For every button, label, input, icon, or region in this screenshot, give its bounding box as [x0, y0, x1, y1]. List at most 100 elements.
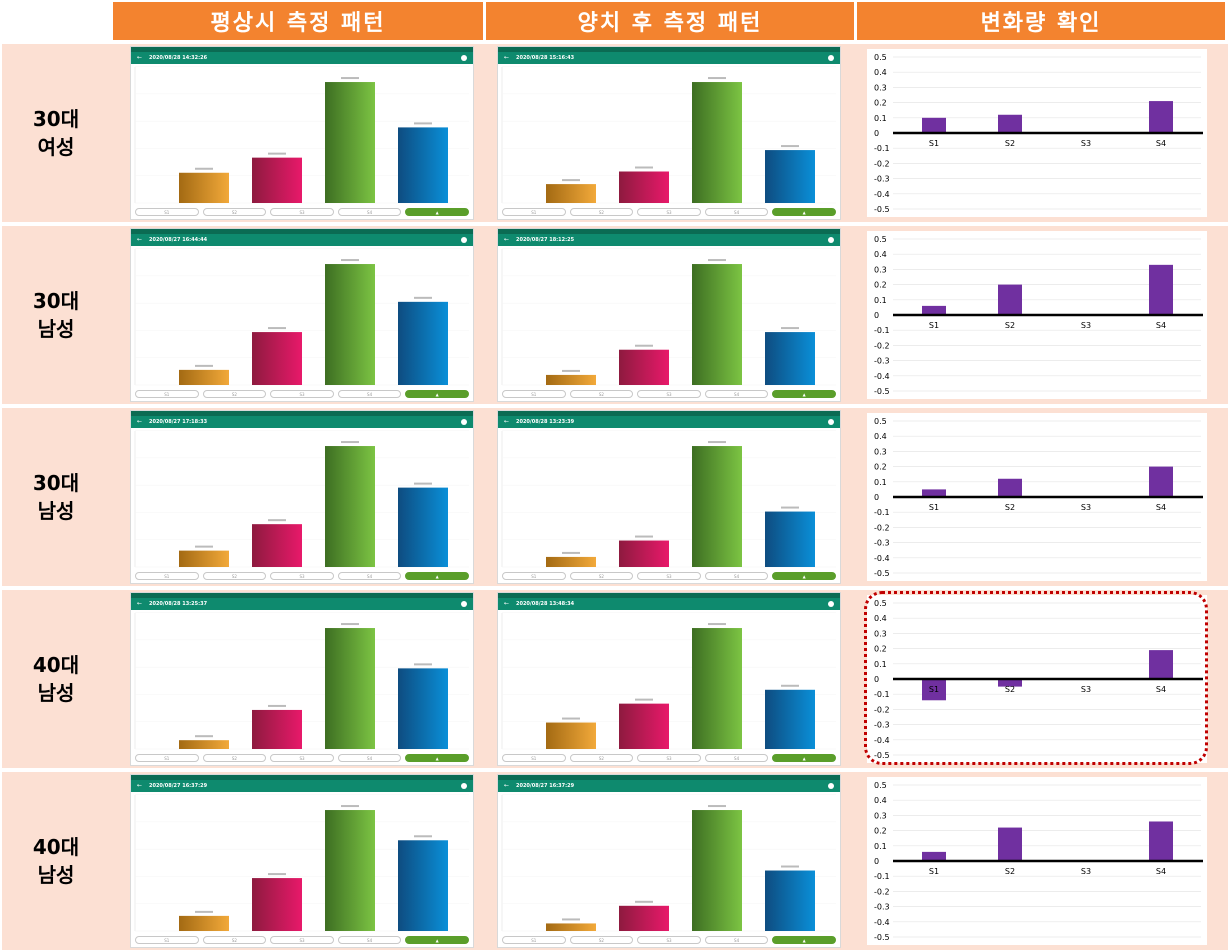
- phone-button-2[interactable]: S2: [202, 208, 267, 216]
- phone-button-1[interactable]: S1: [502, 936, 566, 944]
- info-icon[interactable]: [461, 783, 467, 789]
- chart-x-tick-label: S4: [1156, 503, 1166, 512]
- phone-bar-s1: [179, 369, 229, 385]
- phone-button-3[interactable]: S3: [270, 390, 334, 398]
- info-icon[interactable]: [828, 601, 834, 607]
- phone-button-row: S1 S2 S3 S4 ▲: [135, 208, 469, 216]
- change-chart: 0.5 0.4 0.3 0.2 0.1 0 -0.1 -0.2 -0.3 -0.4 -0.5 S1 S2…: [867, 595, 1207, 763]
- phone-button-2[interactable]: S2: [569, 208, 634, 216]
- phone-status-bar: [498, 775, 840, 780]
- back-arrow-icon[interactable]: ←: [504, 418, 510, 425]
- phone-button-1[interactable]: S1: [135, 390, 199, 398]
- back-arrow-icon[interactable]: ←: [504, 600, 510, 607]
- phone-button-1[interactable]: S1: [135, 936, 199, 944]
- phone-bar-chart: [501, 794, 836, 932]
- info-icon[interactable]: [828, 419, 834, 425]
- phone-button-5[interactable]: ▲: [772, 208, 836, 216]
- phone-bar-s2: [619, 905, 669, 931]
- phone-bar-value-label: [414, 482, 432, 485]
- phone-button-2[interactable]: S2: [569, 936, 634, 944]
- phone-bar-chart: [134, 430, 469, 568]
- back-arrow-icon[interactable]: ←: [137, 236, 143, 243]
- back-arrow-icon[interactable]: ←: [137, 782, 143, 789]
- phone-button-4[interactable]: S4: [337, 208, 402, 216]
- info-icon[interactable]: [828, 237, 834, 243]
- chart-x-tick-label: S2: [1005, 321, 1015, 330]
- phone-button-3[interactable]: S3: [637, 754, 701, 762]
- info-icon[interactable]: [461, 419, 467, 425]
- phone-button-3[interactable]: S3: [270, 208, 334, 216]
- phone-button-1[interactable]: S1: [502, 390, 566, 398]
- back-arrow-icon[interactable]: ←: [504, 782, 510, 789]
- chart-y-tick-label: 0.3: [874, 265, 887, 274]
- phone-bar-value-label: [635, 344, 653, 347]
- back-arrow-icon[interactable]: ←: [137, 54, 143, 61]
- phone-button-5[interactable]: ▲: [405, 754, 469, 762]
- chart-y-tick-label: 0.2: [874, 827, 887, 836]
- phone-button-2[interactable]: S2: [569, 572, 634, 580]
- phone-screenshot-after: ← 2020/08/28 13:23:39 S1 S2 S3 S4 ▲: [497, 410, 841, 584]
- phone-button-1[interactable]: S1: [502, 208, 566, 216]
- phone-button-4[interactable]: S4: [337, 936, 402, 944]
- phone-button-3[interactable]: S3: [637, 208, 701, 216]
- info-icon[interactable]: [828, 783, 834, 789]
- phone-button-5[interactable]: ▲: [772, 572, 836, 580]
- phone-button-5[interactable]: ▲: [772, 390, 836, 398]
- chart-y-tick-label: -0.5: [874, 933, 890, 942]
- phone-status-bar: [131, 411, 473, 416]
- phone-button-3[interactable]: S3: [637, 936, 701, 944]
- phone-button-1[interactable]: S1: [135, 208, 199, 216]
- phone-button-4[interactable]: S4: [704, 208, 769, 216]
- phone-button-4[interactable]: S4: [337, 754, 402, 762]
- phone-button-2[interactable]: S2: [202, 754, 267, 762]
- phone-button-5[interactable]: ▲: [405, 390, 469, 398]
- phone-bar-s2: [619, 540, 669, 567]
- phone-bar-value-label: [341, 623, 359, 626]
- phone-button-4[interactable]: S4: [704, 390, 769, 398]
- chart-y-tick-label: -0.3: [874, 357, 890, 366]
- back-arrow-icon[interactable]: ←: [504, 236, 510, 243]
- info-icon[interactable]: [828, 55, 834, 61]
- phone-button-3[interactable]: S3: [637, 390, 701, 398]
- phone-button-3[interactable]: S3: [270, 754, 334, 762]
- phone-bar-value-label: [781, 145, 799, 148]
- back-arrow-icon[interactable]: ←: [137, 418, 143, 425]
- phone-button-4[interactable]: S4: [704, 572, 769, 580]
- phone-button-2[interactable]: S2: [569, 754, 634, 762]
- phone-timestamp: 2020/08/27 16:44:44: [149, 237, 208, 243]
- back-arrow-icon[interactable]: ←: [137, 600, 143, 607]
- phone-button-3[interactable]: S3: [270, 936, 334, 944]
- phone-button-3[interactable]: S3: [270, 572, 334, 580]
- phone-button-2[interactable]: S2: [202, 390, 267, 398]
- phone-bar-value-label: [414, 122, 432, 125]
- phone-button-4[interactable]: S4: [704, 754, 769, 762]
- info-icon[interactable]: [461, 55, 467, 61]
- phone-button-4[interactable]: S4: [704, 936, 769, 944]
- phone-bar-s4: [398, 668, 448, 749]
- phone-button-5[interactable]: ▲: [405, 936, 469, 944]
- phone-button-5[interactable]: ▲: [405, 208, 469, 216]
- chart-y-tick-label: 0.3: [874, 629, 887, 638]
- phone-button-5[interactable]: ▲: [772, 936, 836, 944]
- back-arrow-icon[interactable]: ←: [504, 54, 510, 61]
- phone-button-1[interactable]: S1: [502, 754, 566, 762]
- phone-button-4[interactable]: S4: [337, 572, 402, 580]
- phone-timestamp: 2020/08/27 18:12:25: [516, 237, 575, 243]
- phone-button-2[interactable]: S2: [202, 572, 267, 580]
- phone-button-1[interactable]: S1: [135, 754, 199, 762]
- chart-y-tick-label: -0.2: [874, 341, 890, 350]
- info-icon[interactable]: [461, 601, 467, 607]
- phone-button-4[interactable]: S4: [337, 390, 402, 398]
- phone-button-1[interactable]: S1: [135, 572, 199, 580]
- phone-bar-value-label: [195, 545, 213, 548]
- phone-button-2[interactable]: S2: [202, 936, 267, 944]
- phone-button-row: S1 S2 S3 S4 ▲: [502, 572, 836, 580]
- phone-bar-value-label: [414, 663, 432, 666]
- phone-bar-s2: [252, 524, 302, 567]
- phone-button-2[interactable]: S2: [569, 390, 634, 398]
- info-icon[interactable]: [461, 237, 467, 243]
- phone-button-5[interactable]: ▲: [772, 754, 836, 762]
- phone-button-3[interactable]: S3: [637, 572, 701, 580]
- phone-button-1[interactable]: S1: [502, 572, 566, 580]
- phone-button-5[interactable]: ▲: [405, 572, 469, 580]
